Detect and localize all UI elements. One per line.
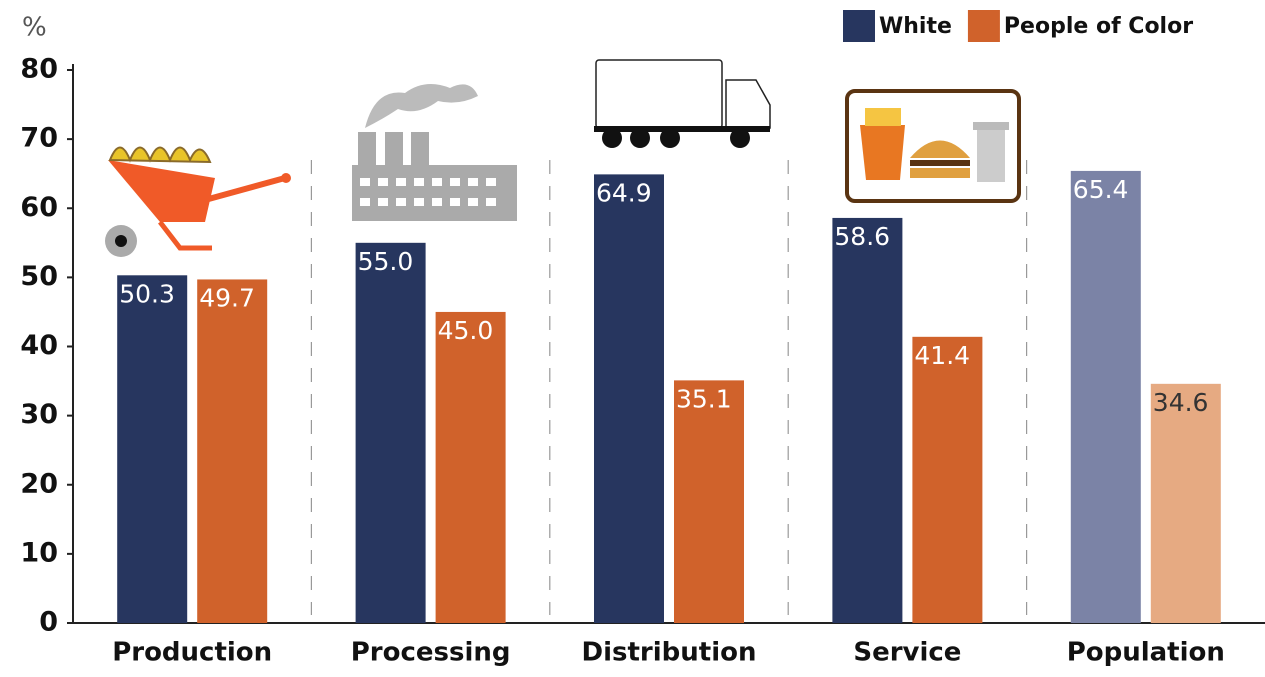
wheelbarrow-icon [105,146,291,257]
value-label: 55.0 [358,247,414,276]
fast-food-icon [845,89,1021,203]
y-tick-label: 30 [20,399,58,430]
y-tick-label: 40 [20,330,58,361]
bar [1150,383,1221,623]
bar [1070,170,1141,624]
y-tick-label: 80 [20,54,58,85]
bar [832,217,903,624]
illustrations [105,59,1021,257]
factory-icon [352,84,517,221]
truck-icon [594,59,771,148]
y-tick-label: 20 [20,468,58,499]
value-label: 41.4 [914,341,970,370]
y-tick-label: 10 [20,537,58,568]
legend-swatch [843,10,875,42]
legend-swatch [967,10,1000,42]
legend-label: White [879,14,952,39]
bar [674,380,744,623]
value-label: 50.3 [119,279,175,308]
bar [594,174,664,623]
bar [197,279,268,623]
y-tick-label: 60 [20,192,58,223]
value-label: 45.0 [438,316,494,345]
y-unit-label: % [22,13,47,43]
value-label: 58.6 [834,222,890,251]
x-tick-label: Service [853,638,961,668]
x-tick-label: Population [1067,638,1225,668]
value-label: 49.7 [199,283,255,312]
bar [355,242,426,623]
legend-label: People of Color [1004,14,1193,39]
value-label: 34.6 [1153,388,1209,417]
y-tick-label: 70 [20,123,58,154]
x-tick-label: Production [112,638,272,668]
bar [912,336,983,623]
y-tick-label: 50 [20,261,58,292]
value-label: 35.1 [676,384,732,413]
bar [117,275,188,623]
bar [435,311,506,623]
x-tick-label: Processing [351,638,511,668]
value-label: 65.4 [1073,175,1129,204]
y-tick-label: 0 [39,607,58,638]
value-label: 64.9 [596,178,652,207]
x-tick-label: Distribution [582,638,757,668]
